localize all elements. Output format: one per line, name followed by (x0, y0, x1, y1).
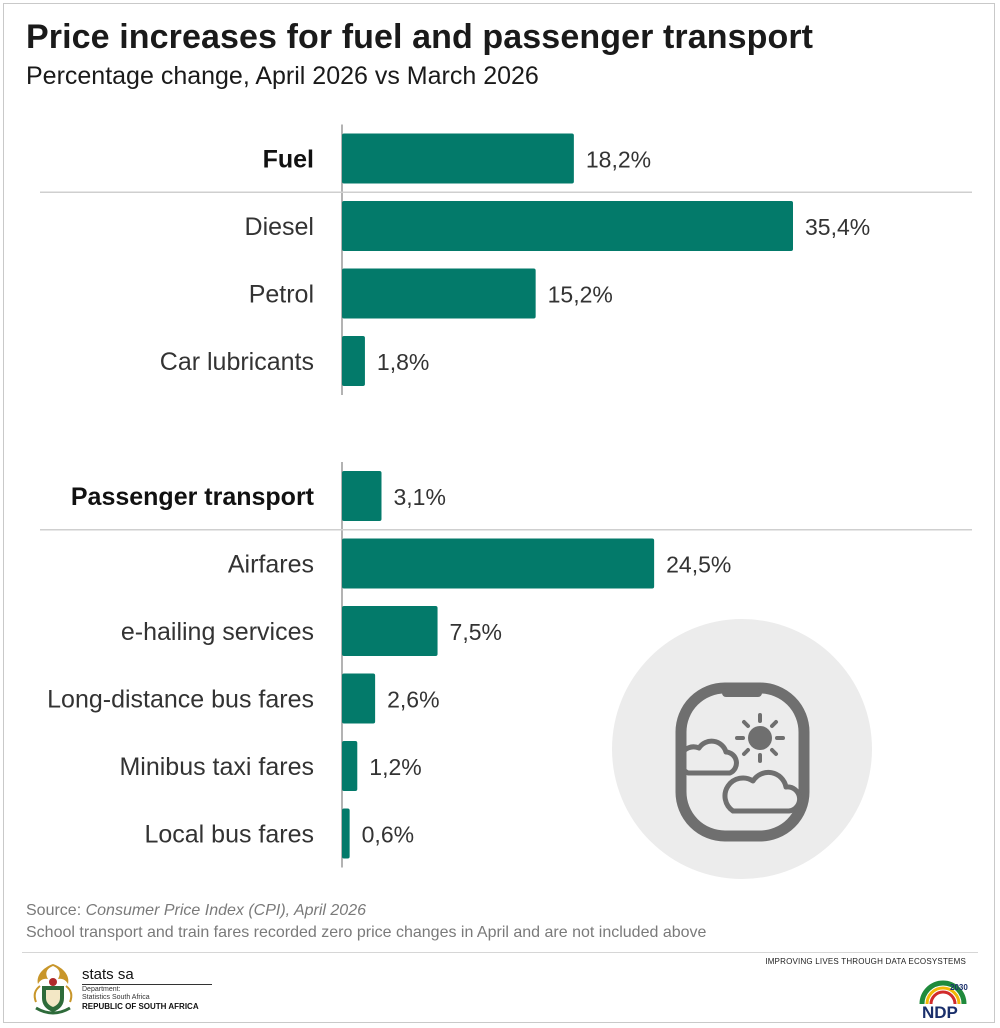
category-label: Minibus taxi fares (119, 753, 314, 781)
category-label: Petrol (249, 281, 314, 309)
category-label: e-hailing services (121, 618, 314, 646)
tagline: IMPROVING LIVES THROUGH DATA ECOSYSTEMS (765, 957, 966, 966)
stats-sa-wordmark: stats sa (82, 966, 134, 983)
source-prefix: Source: (26, 902, 86, 919)
bar (342, 471, 382, 521)
bar (342, 673, 376, 724)
data-label: 24,5% (666, 552, 731, 578)
cloud-icon (722, 770, 803, 814)
category-label: Car lubricants (160, 348, 314, 376)
source-note: Source: Consumer Price Index (CPI), Apri… (26, 902, 366, 920)
coat-of-arms-icon (33, 964, 73, 1015)
illustration-circle (612, 619, 872, 879)
bar (342, 538, 655, 589)
window-shade (722, 688, 762, 697)
bar (342, 741, 358, 791)
wordmark-rule (82, 984, 212, 985)
chart-title: Price increases for fuel and passenger t… (26, 18, 814, 56)
cloud-icon (677, 738, 739, 776)
data-label: 2,6% (387, 687, 439, 713)
data-label: 18,2% (586, 147, 651, 173)
data-label: 15,2% (548, 282, 613, 308)
data-label: 3,1% (393, 484, 445, 510)
department-name: Statistics South Africa (82, 994, 150, 1001)
data-label: 0,6% (362, 822, 414, 848)
stats-sa-logo: stats sa Department: Statistics South Af… (30, 962, 230, 1018)
group-header-label: Fuel (263, 146, 314, 174)
bar (342, 201, 793, 251)
data-label: 7,5% (450, 619, 502, 645)
data-label: 1,8% (377, 349, 429, 375)
chart-subtitle: Percentage change, April 2026 vs March 2… (26, 62, 539, 90)
bar (342, 133, 574, 184)
sun-icon (735, 713, 785, 763)
data-label: 1,2% (369, 754, 421, 780)
ndp-year: 2030 (950, 983, 968, 992)
group-header-label: Passenger transport (71, 483, 315, 511)
bar (342, 808, 350, 859)
category-label: Long-distance bus fares (47, 686, 314, 714)
data-label: 35,4% (805, 214, 870, 240)
bar (342, 268, 536, 319)
infographic-frame (3, 3, 995, 1023)
ndp-2030-logo: 2030 NDP (919, 980, 968, 1020)
department-label: Department: (82, 986, 121, 993)
airplane-window-icon (612, 619, 872, 879)
republic-label: REPUBLIC OF SOUTH AFRICA (82, 1002, 199, 1011)
category-label: Diesel (245, 213, 314, 241)
source-title: Consumer Price Index (CPI), April 2026 (85, 902, 366, 919)
exclusion-note: School transport and train fares recorde… (26, 924, 707, 941)
ndp-wordmark: NDP (922, 1003, 958, 1020)
footer-divider (22, 952, 978, 953)
category-label: Local bus fares (144, 821, 314, 849)
bar (342, 336, 365, 386)
bar (342, 606, 438, 656)
bar-chart: Fuel 18,2% Diesel 35,4% Petrol 15,2% Car lubri… (40, 124, 972, 879)
category-label: Airfares (228, 551, 314, 579)
